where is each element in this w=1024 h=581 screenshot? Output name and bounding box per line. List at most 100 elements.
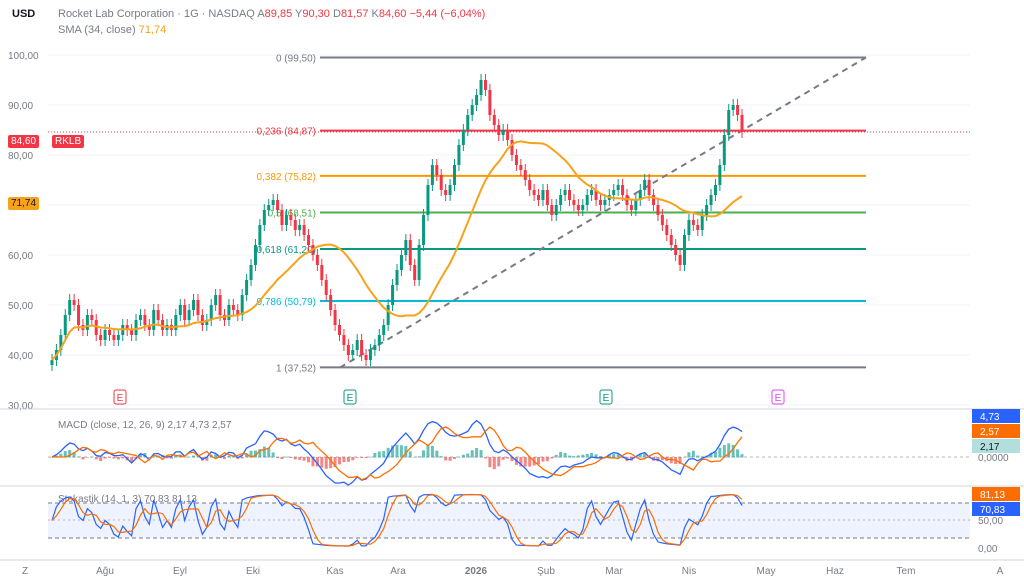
macd-histogram-bar xyxy=(174,455,178,458)
candle-body xyxy=(444,190,448,195)
candle-body xyxy=(621,185,625,195)
stoch-axis-tag xyxy=(972,502,1020,516)
candle-body xyxy=(638,190,642,200)
macd-histogram-bar xyxy=(377,451,381,458)
macd-histogram-bar xyxy=(333,457,337,467)
price-axis[interactable]: 100,0090,0080,0070,0060,0050,0040,0030,0… xyxy=(8,51,39,412)
candle-body xyxy=(280,210,284,225)
candle-body xyxy=(417,245,421,280)
macd-histogram-bar xyxy=(276,457,280,458)
candle-body xyxy=(497,125,501,135)
x-tick-label: Mar xyxy=(605,566,623,577)
macd-histogram-bar xyxy=(205,457,209,461)
candle-body xyxy=(50,360,54,365)
macd-histogram-bar xyxy=(523,457,527,467)
macd-histogram-bar xyxy=(585,453,589,458)
candle-body xyxy=(572,200,576,205)
candle-body xyxy=(377,335,381,345)
macd-histogram-bar xyxy=(289,457,293,458)
macd-histogram-bar xyxy=(563,453,567,458)
candle-body xyxy=(461,130,465,145)
candle-body xyxy=(506,130,510,140)
macd-histogram-bar xyxy=(457,456,461,458)
candle-body xyxy=(368,350,372,360)
x-tick-label: Eki xyxy=(246,566,260,577)
candle-body xyxy=(338,325,341,335)
macd-histogram-bar xyxy=(537,457,541,465)
macd-histogram-bar xyxy=(187,456,191,458)
candle-body xyxy=(346,345,350,355)
fib-level-label: 1 (37,52) xyxy=(276,363,316,374)
macd-histogram-bar xyxy=(240,457,244,459)
x-tick-label: Tem xyxy=(897,566,916,577)
macd-histogram-bar xyxy=(607,455,611,458)
candle-body xyxy=(200,315,204,325)
macd-histogram-bar xyxy=(227,455,231,458)
fibonacci-levels: 0 (99,50) 0,236 (84,87) 0,382 (75,82) 0,5 (… xyxy=(48,54,970,405)
candle-body xyxy=(590,190,594,195)
candle-body xyxy=(187,310,191,320)
candle-body xyxy=(59,335,63,350)
candle-body xyxy=(488,90,492,115)
macd-histogram-bar xyxy=(346,457,350,462)
x-tick-label: 2026 xyxy=(465,566,488,577)
macd-histogram-bar xyxy=(678,457,682,464)
high-label: Y xyxy=(295,8,303,20)
macd-histogram-bar xyxy=(138,453,142,458)
stoch-axis-tag xyxy=(972,487,1020,501)
candle-body xyxy=(373,345,377,350)
candle-body xyxy=(231,305,235,310)
macd-histogram-bar xyxy=(453,457,456,459)
y-tick-label: 90,00 xyxy=(8,101,33,112)
candle-body xyxy=(360,340,364,355)
candle-body xyxy=(174,315,178,330)
macd-histogram-bar xyxy=(293,457,297,460)
macd-histogram-bar xyxy=(121,457,125,459)
macd-histogram-bar xyxy=(85,457,89,458)
y-tick-label: 30,00 xyxy=(8,401,33,412)
candle-body xyxy=(236,310,240,315)
candle-body xyxy=(103,330,107,340)
candle-body xyxy=(85,315,89,330)
macd-histogram-bar xyxy=(311,457,315,467)
candle-body xyxy=(470,105,474,115)
sma-path xyxy=(51,140,743,361)
sma-line xyxy=(51,140,743,361)
x-tick-label: Nis xyxy=(682,566,696,577)
candle-body xyxy=(178,305,182,315)
macd-histogram-bar xyxy=(298,457,302,460)
sma-legend[interactable]: SMA (34, close) 71,74 xyxy=(58,24,166,36)
candle-body xyxy=(413,265,417,280)
time-axis[interactable]: Z Ağu Eyl Eki Kas Ara 2026 Şub Mar Nis May Haz Tem A xyxy=(0,559,1024,577)
macd-histogram-bar xyxy=(700,456,704,458)
y-tick-label: 60,00 xyxy=(8,251,33,262)
macd-histogram-bar xyxy=(722,445,726,458)
earnings-marker xyxy=(113,389,127,405)
macd-histogram-bar xyxy=(81,457,85,460)
candle-body xyxy=(537,195,541,200)
macd-histogram-bar xyxy=(594,454,598,458)
candle-body xyxy=(612,190,616,195)
candle-body xyxy=(218,295,222,315)
macd-histogram-bar xyxy=(466,453,470,458)
macd-histogram-bar xyxy=(718,447,722,458)
sma-label: SMA (34, close) xyxy=(58,24,136,36)
candle-body xyxy=(209,305,213,320)
candle-body xyxy=(656,205,660,215)
candle-body xyxy=(147,325,151,330)
macd-histogram-bar xyxy=(475,448,479,458)
candle-body xyxy=(510,140,514,155)
macd-histogram-bar xyxy=(621,457,625,459)
candle-body xyxy=(395,270,399,285)
currency-label[interactable]: USD xyxy=(12,8,36,20)
macd-histogram-bar xyxy=(696,455,700,458)
candle-body xyxy=(492,115,496,125)
candle-body xyxy=(205,320,209,325)
macd-histogram-bar xyxy=(103,457,107,459)
candle-body xyxy=(404,240,408,255)
macd-histogram-bar xyxy=(660,457,664,461)
fib-level-label: 0,618 (61,20) xyxy=(257,245,317,256)
macd-histogram-bar xyxy=(683,456,686,458)
macd-axis-tag xyxy=(972,424,1020,438)
